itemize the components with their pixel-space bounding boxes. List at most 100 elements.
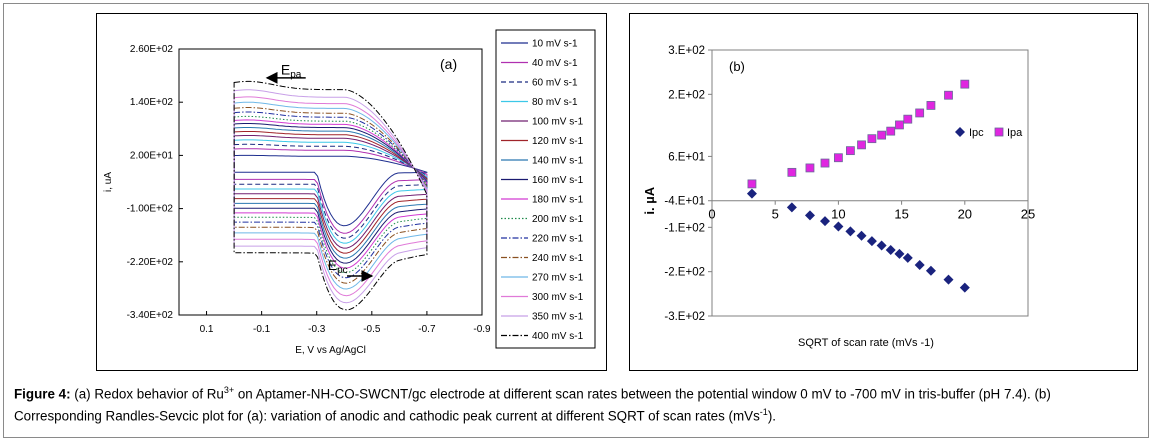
rs-y-tick-label: 6.E+01 [668,151,705,163]
rs-legend-ipc-marker [955,127,965,137]
cv-legend-label: 350 mV s-1 [532,312,584,323]
cv-peak-annotation: Epc [328,257,348,276]
rs-ipa-point [915,108,925,118]
cv-legend-label: 40 mV s-1 [532,58,578,69]
cv-legend-label: 270 mV s-1 [532,273,584,284]
rs-x-tick-label: 25 [1021,207,1035,222]
rs-ipc-point [959,282,970,293]
rs-x-tick-label: 15 [894,207,908,222]
rs-ipc-point [902,252,913,263]
rs-ipc-point [925,265,936,276]
cv-y-tick-label: -3.40E+02 [127,310,174,321]
rs-x-tick-label: 0 [708,207,715,222]
rs-ipa-point [895,120,904,130]
rs-ipc-point [914,260,925,271]
cv-x-tick-label: -0.7 [418,324,436,335]
rs-ipa-point [877,130,887,140]
cv-legend-label: 10 mV s-1 [532,39,578,50]
cv-legend-label: 300 mV s-1 [532,292,584,303]
cv-chart-panel: 2.60E+02 1.40E+02 2.00E+01 -1.00E+02 -2.20E+… [96,13,607,371]
rs-ipc-point [943,274,954,285]
rs-ipc-point [804,210,815,221]
rs-ipa-point [820,158,830,168]
cv-x-tick-label: 0.1 [200,324,214,335]
cv-y-tick-label: -2.20E+02 [127,257,174,268]
cv-plot-frame [178,48,483,316]
figure-caption: Figure 4: (a) Redox behavior of Ru3+ on … [14,381,1142,426]
rs-ipa-point [857,140,866,150]
cv-curves [233,80,428,311]
cv-curve [233,154,428,227]
rs-x-axis-label: SQRT of scan rate (mVs -1) [798,337,934,349]
cv-legend-label: 60 mV s-1 [532,78,578,89]
rs-ipc-point [866,236,877,247]
rs-ipa-point [960,79,970,89]
rs-ipc-point [746,188,757,199]
rs-ipc-point [845,226,856,237]
rs-ipa-point [944,90,953,100]
caption-text-pre: (a) Redox behavior of Ru [70,386,224,402]
cv-x-tick-label: -0.9 [473,324,491,335]
rs-y-axis-label: i. µA [642,186,657,214]
rs-ipc-point [885,244,896,255]
cv-legend-label: 200 mV s-1 [532,214,584,225]
rs-ipc-point [833,221,844,232]
cv-peak-annotation: Epa [281,61,302,80]
rs-x-tick-label: 20 [958,207,972,222]
rs-ipa-point [903,114,913,124]
figure-frame [3,3,1149,438]
cv-legend-label: 100 mV s-1 [532,117,584,128]
rs-ipa-point [833,153,843,163]
rs-legend-ipc-label: Ipc [969,127,984,139]
randles-sevcik-chart-panel: 3.E+02 2.E+02 6.E+01 -4.E+01 -1.E+02 -2.E+02 -… [629,13,1138,371]
rs-y-tick-label: -3.E+02 [664,311,705,323]
rs-x-tick-label: 10 [831,207,845,222]
cv-y-tick-label: 2.00E+01 [130,150,174,161]
cv-x-axis-label: E, V vs Ag/AgCl [295,345,366,356]
rs-ipc-point [894,248,905,259]
cv-legend-label: 160 mV s-1 [532,175,584,186]
cv-y-tick-label: 2.60E+02 [130,44,174,55]
rs-ipc-point [786,202,797,213]
cv-legend-label: 400 mV s-1 [532,331,584,342]
cv-legend-label: 80 mV s-1 [532,97,578,108]
caption-superscript-unit: -1 [759,407,768,418]
rs-ipa-point [747,179,757,189]
cv-peak-annotation-base: E [328,257,337,273]
cv-panel-label: (a) [440,56,457,72]
rs-ipa-point [867,134,877,144]
caption-text-main: on Aptamer-NH-CO-SWCNT/gc electrode at d… [14,386,1051,424]
cv-y-tick-label: -1.00E+02 [127,204,174,215]
rs-y-tick-label: -1.E+02 [664,222,705,234]
cv-peak-annotation-subscript: pc [337,265,348,276]
cv-legend-label: 220 mV s-1 [532,234,584,245]
rs-y-tick-label: 3.E+02 [668,45,705,57]
cv-curve [233,143,428,239]
rs-panel-label: (b) [729,59,745,74]
rs-plot-frame [711,49,1029,317]
caption-label: Figure 4: [14,386,71,402]
cv-peak-annotation-base: E [281,61,290,77]
rs-ipa-point [886,126,896,136]
cv-legend-label: 120 mV s-1 [532,136,584,147]
cv-legend-label: 180 mV s-1 [532,195,584,206]
rs-ipc-point [820,216,831,227]
rs-legend-ipa-marker [994,127,1004,137]
rs-ipa-point [846,146,855,156]
randles-sevcik-chart-svg: 3.E+02 2.E+02 6.E+01 -4.E+01 -1.E+02 -2.E+02 -… [642,45,1035,349]
cv-legend-label: 240 mV s-1 [532,253,584,264]
caption-superscript-charge: 3+ [223,385,235,395]
rs-x-tick-label: 5 [772,207,779,222]
rs-y-tick-label: -2.E+02 [664,267,705,279]
cv-curve [233,80,428,311]
cv-legend-box [495,29,596,349]
rs-ipa-point [926,101,936,110]
rs-ipa-point [787,167,797,177]
cv-chart-svg: 2.60E+02 1.40E+02 2.00E+01 -1.00E+02 -2.20E+… [103,29,596,356]
cv-legend-label: 140 mV s-1 [532,156,584,167]
cv-y-axis-label: i, uA [103,172,114,192]
rs-ipc-point [876,240,887,251]
caption-text-end: ). [767,408,776,424]
rs-legend-ipa-label: Ipa [1007,127,1023,139]
cv-x-tick-label: -0.3 [308,324,326,335]
